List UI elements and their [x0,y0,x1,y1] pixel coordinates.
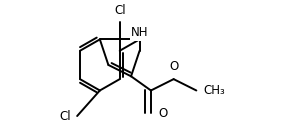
Text: O: O [158,107,167,120]
Text: CH₃: CH₃ [203,84,225,97]
Text: NH: NH [131,26,148,39]
Text: O: O [169,60,178,73]
Text: Cl: Cl [114,4,125,17]
Text: Cl: Cl [60,110,71,123]
